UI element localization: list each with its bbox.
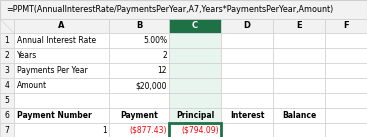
Bar [14,93,109,108]
Bar [273,108,325,123]
Bar [109,19,169,33]
Bar [14,108,109,123]
Text: Annual Interest Rate: Annual Interest Rate [17,36,96,45]
Text: F: F [343,22,349,31]
Bar [109,108,169,123]
Bar [169,19,221,33]
Bar [169,123,221,137]
Bar [273,19,325,33]
Bar [325,108,367,123]
Bar [0,78,14,93]
Text: Principal: Principal [176,111,214,120]
Text: 2: 2 [162,51,167,60]
Bar [0,93,14,108]
Bar [14,63,109,78]
Bar [169,123,221,137]
Bar [325,93,367,108]
Text: =PPMT(AnnualInterestRate/PaymentsPerYear,A7,Years*PaymentsPerYear,Amount): =PPMT(AnnualInterestRate/PaymentsPerYear… [6,5,333,14]
Text: 2: 2 [5,51,10,60]
Text: Payments Per Year: Payments Per Year [17,66,88,75]
Bar [273,48,325,63]
Bar [221,63,273,78]
Bar [273,93,325,108]
Text: Payment Number: Payment Number [17,111,92,120]
Bar [325,48,367,63]
Bar [325,19,367,33]
Bar [109,33,169,48]
Text: Interest: Interest [230,111,264,120]
Text: 12: 12 [157,66,167,75]
Text: 4: 4 [4,81,10,90]
Bar [325,123,367,137]
Text: 7: 7 [4,126,10,135]
Bar [325,33,367,48]
Bar [169,93,221,108]
Bar [14,78,109,93]
Bar [221,93,273,108]
Text: Years: Years [17,51,37,60]
Text: ($794.09): ($794.09) [181,126,219,135]
Text: 6: 6 [4,111,10,120]
Text: 5.00%: 5.00% [143,36,167,45]
Bar [325,78,367,93]
Text: Balance: Balance [282,111,316,120]
Text: Amount: Amount [17,81,47,90]
Bar [169,78,221,93]
Bar [109,48,169,63]
Bar [14,33,109,48]
Text: 3: 3 [4,66,10,75]
Bar [0,63,14,78]
Bar [169,63,221,78]
Bar [109,123,169,137]
Text: 1: 1 [102,126,107,135]
Bar [0,48,14,63]
Text: 1: 1 [5,36,10,45]
Bar [0,33,14,48]
Bar [0,108,14,123]
Text: Payment: Payment [120,111,158,120]
Text: B: B [136,22,142,31]
Bar [273,78,325,93]
Bar [109,63,169,78]
Text: 5: 5 [4,96,10,105]
Text: E: E [296,22,302,31]
Bar [0,19,14,33]
Bar [221,123,273,137]
Bar [221,33,273,48]
Bar [169,33,221,48]
Text: C: C [192,22,198,31]
Text: ($877.43): ($877.43) [130,126,167,135]
Bar [273,123,325,137]
Bar [0,0,367,19]
Text: D: D [243,22,251,31]
Bar [14,19,109,33]
Bar [221,78,273,93]
Bar [221,19,273,33]
Bar [0,123,14,137]
Bar [169,48,221,63]
Bar [109,78,169,93]
Bar [325,63,367,78]
Bar [14,123,109,137]
Bar [109,93,169,108]
Text: $20,000: $20,000 [135,81,167,90]
Bar [221,48,273,63]
Bar [14,48,109,63]
Text: A: A [58,22,65,31]
Bar [273,63,325,78]
Bar [221,108,273,123]
Bar [273,33,325,48]
Bar [169,108,221,123]
